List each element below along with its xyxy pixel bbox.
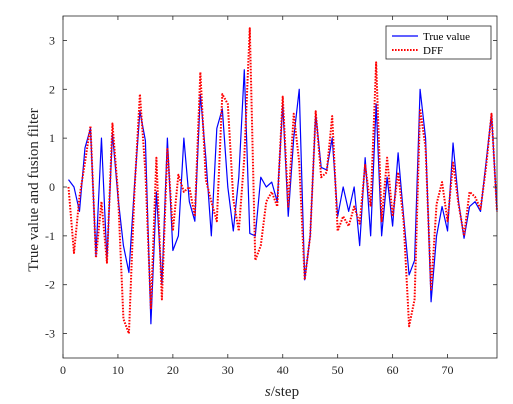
legend: True value DFF — [385, 25, 492, 60]
y-tick-label: -1 — [45, 229, 55, 243]
series-line-dff — [67, 27, 498, 335]
y-tick-label: -2 — [45, 278, 55, 292]
y-tick-label: 2 — [49, 82, 55, 96]
legend-label-true-value: True value — [423, 31, 470, 43]
x-tick-label: 30 — [222, 363, 234, 377]
legend-label-dff: DFF — [423, 45, 443, 57]
x-tick-label: 60 — [387, 363, 399, 377]
x-axis-title-unit: /step — [271, 384, 299, 400]
y-tick-label: -3 — [45, 327, 55, 341]
y-axis-title: True value and fusion filter — [26, 108, 42, 272]
y-tick-label: 3 — [49, 33, 55, 47]
y-tick-label: 0 — [49, 180, 55, 194]
x-axis-title-variable: s — [265, 384, 271, 400]
x-tick-label: 20 — [167, 363, 179, 377]
x-tick-label: 70 — [442, 363, 454, 377]
x-tick-label: 10 — [112, 363, 124, 377]
plot-area — [67, 27, 498, 335]
x-tick-label: 40 — [277, 363, 289, 377]
x-tick-label: 0 — [60, 363, 66, 377]
axes: 0 10 20 30 40 50 60 70 -3 -2 -1 0 1 2 3 — [45, 15, 498, 377]
x-tick-label: 50 — [332, 363, 344, 377]
y-tick-label: 1 — [49, 131, 55, 145]
x-axis-title: s/step — [265, 384, 299, 400]
legend-box — [385, 25, 492, 60]
